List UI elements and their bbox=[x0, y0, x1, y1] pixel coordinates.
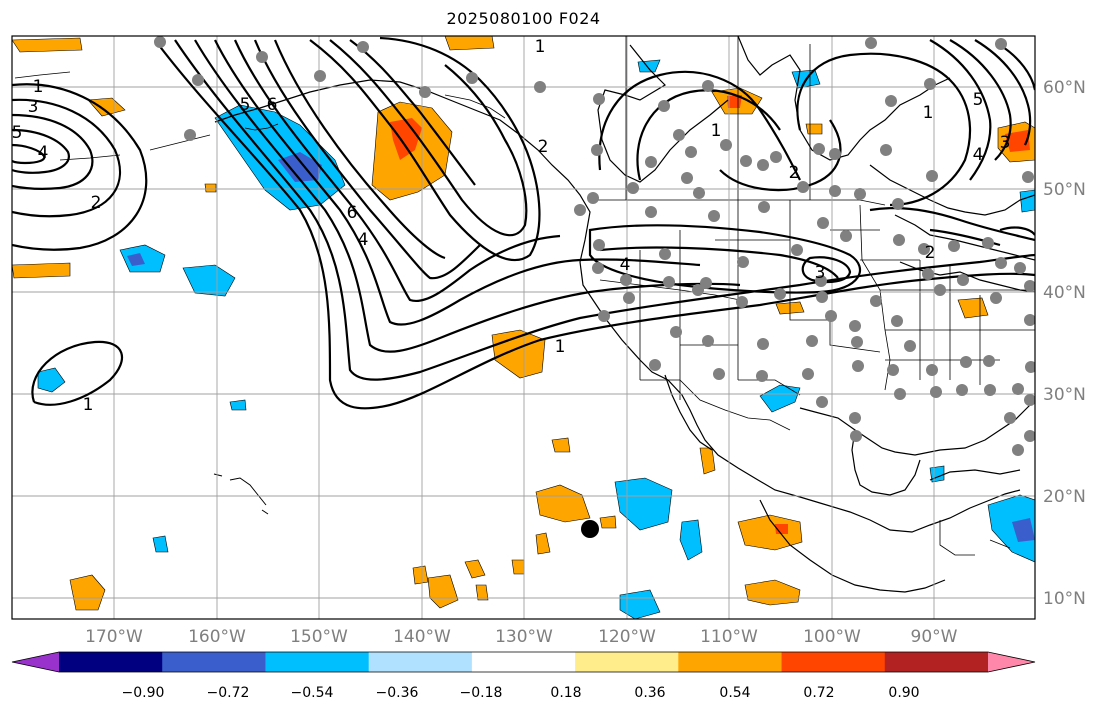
colorbar-extend-low bbox=[12, 652, 59, 672]
svg-text:90°W: 90°W bbox=[911, 627, 958, 647]
colorbar-outline bbox=[11, 651, 1036, 673]
contour-labels: 1 3 5 4 2 5 6 4 1 1 2 6 5 4 3 2 1 1 1 2 … bbox=[12, 37, 1011, 415]
colorbar-segment bbox=[162, 652, 266, 672]
storm-center-marker bbox=[581, 520, 599, 538]
svg-text:6: 6 bbox=[267, 95, 278, 115]
svg-text:10°N: 10°N bbox=[1043, 589, 1086, 609]
svg-text:20°N: 20°N bbox=[1043, 487, 1086, 507]
svg-text:1: 1 bbox=[555, 337, 566, 357]
svg-text:6: 6 bbox=[347, 203, 358, 223]
svg-text:40°N: 40°N bbox=[1043, 283, 1086, 303]
svg-text:2: 2 bbox=[538, 137, 549, 157]
svg-text:−0.72: −0.72 bbox=[207, 685, 250, 701]
svg-text:4: 4 bbox=[358, 230, 369, 250]
svg-text:4: 4 bbox=[620, 255, 631, 275]
svg-text:1: 1 bbox=[33, 77, 44, 97]
svg-text:60°N: 60°N bbox=[1043, 78, 1086, 98]
svg-text:−0.36: −0.36 bbox=[376, 685, 419, 701]
svg-text:3: 3 bbox=[1000, 133, 1011, 153]
colorbar-segment bbox=[471, 652, 576, 672]
colorbar bbox=[11, 651, 1036, 673]
svg-text:5: 5 bbox=[12, 123, 23, 143]
colorbar-extend-high bbox=[988, 652, 1035, 672]
map-frame bbox=[11, 35, 1036, 620]
coastlines bbox=[14, 36, 1035, 593]
svg-text:2: 2 bbox=[91, 193, 102, 213]
svg-text:170°W: 170°W bbox=[85, 627, 143, 647]
svg-text:2: 2 bbox=[789, 163, 800, 183]
colorbar-segment bbox=[884, 652, 989, 672]
svg-text:0.72: 0.72 bbox=[803, 685, 834, 701]
latitude-labels: 10°N 20°N 30°N 40°N 50°N 60°N bbox=[1043, 78, 1086, 609]
svg-text:100°W: 100°W bbox=[803, 627, 861, 647]
svg-text:4: 4 bbox=[973, 145, 984, 165]
svg-text:−0.54: −0.54 bbox=[291, 685, 334, 701]
svg-text:150°W: 150°W bbox=[290, 627, 348, 647]
svg-text:120°W: 120°W bbox=[598, 627, 656, 647]
svg-text:1: 1 bbox=[711, 121, 722, 141]
svg-text:2: 2 bbox=[925, 243, 936, 263]
colorbar-segment bbox=[59, 652, 163, 672]
colorbar-segment bbox=[368, 652, 473, 672]
svg-text:30°N: 30°N bbox=[1043, 385, 1086, 405]
station-markers bbox=[154, 36, 1035, 456]
longitude-labels: 170°W 160°W 150°W 140°W 130°W 120°W 110°… bbox=[85, 627, 958, 647]
svg-text:1: 1 bbox=[923, 103, 934, 123]
svg-text:0.18: 0.18 bbox=[550, 685, 581, 701]
svg-text:1: 1 bbox=[83, 395, 94, 415]
svg-text:0.54: 0.54 bbox=[719, 685, 750, 701]
svg-text:0.36: 0.36 bbox=[634, 685, 665, 701]
negative-anomaly-shading bbox=[37, 59, 1035, 619]
svg-text:3: 3 bbox=[815, 263, 826, 283]
graticule bbox=[12, 36, 1035, 619]
svg-text:1: 1 bbox=[535, 37, 546, 57]
svg-text:160°W: 160°W bbox=[188, 627, 246, 647]
svg-text:0.90: 0.90 bbox=[888, 685, 919, 701]
svg-text:130°W: 130°W bbox=[495, 627, 553, 647]
contour-lines bbox=[12, 36, 1035, 410]
colorbar-segment bbox=[781, 652, 886, 672]
svg-text:50°N: 50°N bbox=[1043, 180, 1086, 200]
colorbar-tick-labels: −0.90 −0.72 −0.54 −0.36 −0.18 0.18 0.36 … bbox=[122, 685, 920, 701]
colorbar-segment bbox=[678, 652, 783, 672]
svg-text:−0.18: −0.18 bbox=[460, 685, 503, 701]
svg-text:4: 4 bbox=[38, 143, 49, 163]
colorbar-segment bbox=[575, 652, 679, 672]
svg-text:3: 3 bbox=[28, 97, 39, 117]
svg-text:−0.90: −0.90 bbox=[122, 685, 165, 701]
svg-text:5: 5 bbox=[240, 95, 251, 115]
svg-text:140°W: 140°W bbox=[393, 627, 451, 647]
colorbar-segment bbox=[265, 652, 370, 672]
map-title: 2025080100 F024 bbox=[446, 9, 601, 28]
svg-text:110°W: 110°W bbox=[700, 627, 758, 647]
svg-text:5: 5 bbox=[973, 90, 984, 110]
